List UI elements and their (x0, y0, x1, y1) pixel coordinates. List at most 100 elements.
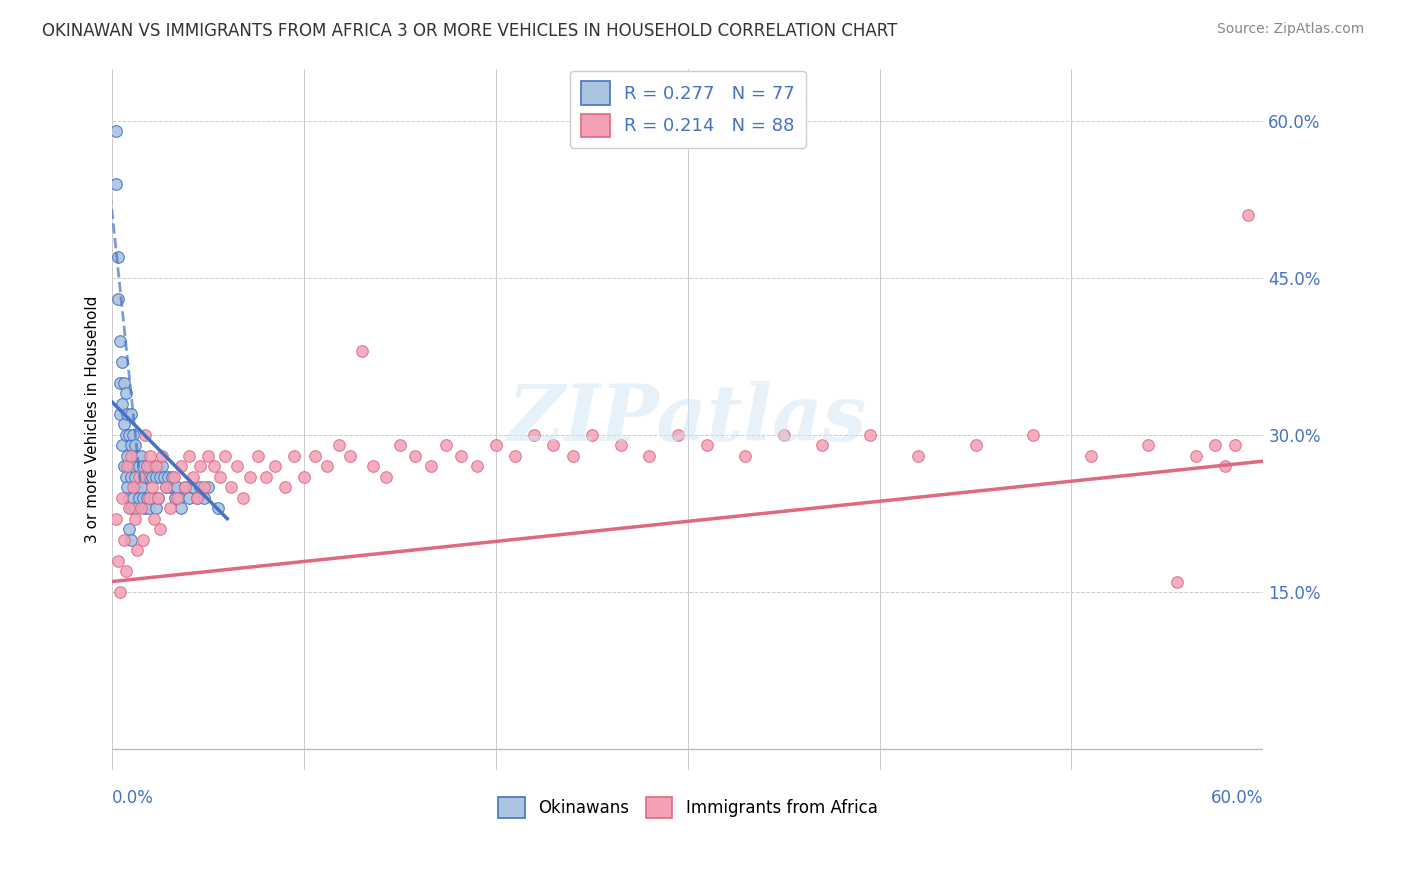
Point (561, 449, 583, 463)
Point (112, 417, 135, 432)
Point (143, 459, 166, 474)
Point (135, 491, 157, 505)
Point (166, 480, 188, 494)
Point (207, 501, 229, 516)
Point (181, 470, 204, 484)
Point (166, 491, 188, 505)
Point (859, 428, 882, 442)
Point (638, 449, 661, 463)
Point (111, 438, 134, 452)
Point (143, 491, 166, 505)
Point (190, 480, 212, 494)
Point (141, 480, 163, 494)
Point (264, 459, 287, 474)
Point (128, 459, 150, 474)
Y-axis label: 3 or more Vehicles in Household: 3 or more Vehicles in Household (86, 295, 100, 543)
Point (1204, 438, 1226, 452)
Point (141, 470, 163, 484)
Point (111, 396, 134, 410)
Point (388, 438, 411, 452)
Point (503, 449, 526, 463)
Point (125, 449, 148, 463)
Point (193, 480, 215, 494)
Point (523, 428, 546, 442)
Point (170, 501, 193, 516)
Point (117, 459, 139, 474)
Point (246, 449, 269, 463)
Point (907, 449, 929, 463)
Point (1237, 208, 1260, 222)
Point (120, 501, 142, 516)
Point (118, 491, 141, 505)
Point (120, 438, 142, 452)
Point (181, 480, 204, 494)
Point (107, 553, 129, 567)
Point (1137, 438, 1160, 452)
Point (120, 449, 142, 463)
Point (170, 459, 193, 474)
Point (1080, 449, 1102, 463)
Point (609, 438, 631, 452)
Text: 60.0%: 60.0% (1211, 789, 1264, 807)
Point (138, 501, 160, 516)
Point (165, 491, 187, 505)
Point (1166, 574, 1188, 589)
Point (734, 449, 756, 463)
Point (122, 491, 145, 505)
Point (304, 449, 326, 463)
Point (254, 470, 277, 484)
Point (149, 522, 172, 536)
Point (666, 428, 689, 442)
Point (139, 459, 162, 474)
Point (128, 470, 150, 484)
Point (186, 491, 208, 505)
Point (124, 470, 146, 484)
Point (124, 512, 146, 526)
Point (117, 480, 139, 494)
Point (129, 480, 152, 494)
Point (1223, 438, 1246, 452)
Point (485, 438, 508, 452)
Legend: Okinawans, Immigrants from Africa: Okinawans, Immigrants from Africa (491, 790, 884, 825)
Point (124, 438, 146, 452)
Point (177, 491, 200, 505)
Point (434, 438, 457, 452)
Point (129, 449, 152, 463)
Point (112, 533, 135, 547)
Point (114, 386, 136, 401)
Point (139, 491, 162, 505)
Point (150, 449, 173, 463)
Point (124, 501, 146, 516)
Point (114, 428, 136, 442)
Point (129, 501, 152, 516)
Point (145, 459, 167, 474)
Point (118, 501, 141, 516)
Point (134, 470, 156, 484)
Point (450, 449, 472, 463)
Point (219, 480, 242, 494)
Point (150, 459, 173, 474)
Point (118, 428, 141, 442)
Point (138, 470, 160, 484)
Point (155, 480, 177, 494)
Point (696, 438, 718, 452)
Point (143, 512, 166, 526)
Point (225, 459, 247, 474)
Point (419, 459, 441, 474)
Point (107, 250, 129, 264)
Point (108, 376, 131, 390)
Point (108, 334, 131, 348)
Point (108, 407, 131, 421)
Text: OKINAWAN VS IMMIGRANTS FROM AFRICA 3 OR MORE VEHICLES IN HOUSEHOLD CORRELATION C: OKINAWAN VS IMMIGRANTS FROM AFRICA 3 OR … (42, 22, 897, 40)
Point (122, 428, 145, 442)
Point (186, 491, 208, 505)
Point (108, 585, 131, 599)
Point (174, 480, 197, 494)
Point (111, 491, 134, 505)
Point (134, 501, 156, 516)
Point (120, 533, 142, 547)
Point (155, 480, 177, 494)
Point (156, 470, 179, 484)
Point (125, 480, 148, 494)
Point (134, 428, 156, 442)
